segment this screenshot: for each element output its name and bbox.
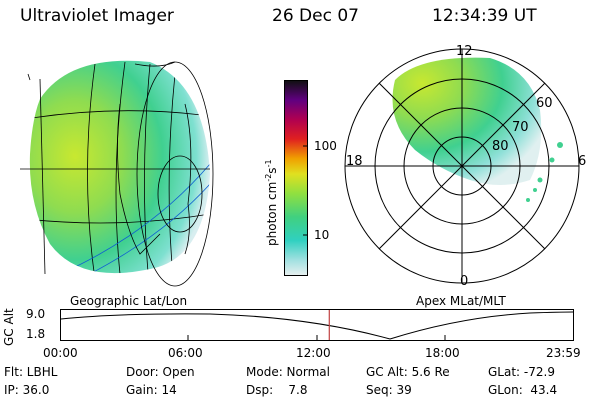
- colorbar-tick-100: 100: [314, 139, 337, 153]
- altitude-axis-title: GC Alt: [2, 308, 16, 346]
- x-tick-1200: 12:00: [296, 346, 331, 360]
- instrument-title: Ultraviolet Imager: [20, 6, 174, 26]
- x-tick-2359: 23:59: [546, 346, 581, 360]
- x-tick-1800: 18:00: [425, 346, 460, 360]
- apex-polar-plot: [344, 48, 580, 284]
- ip-info: IP: 36.0: [4, 383, 50, 397]
- x-tick-0000: 00:00: [43, 346, 78, 360]
- apex-panel-label: Apex MLat/MLT: [416, 294, 506, 308]
- door-info: Door: Open: [126, 365, 195, 379]
- gain-info: Gain: 14: [126, 383, 177, 397]
- polar-label-70: 70: [512, 120, 529, 135]
- altitude-y-max: 9.0: [26, 307, 46, 321]
- altitude-y-min: 1.8: [26, 327, 46, 341]
- polar-label-18: 18: [346, 154, 363, 169]
- polar-label-60: 60: [536, 96, 553, 111]
- sequence-info: Seq: 39: [366, 383, 412, 397]
- time-label: 12:34:39 UT: [432, 6, 537, 26]
- altitude-plot: [60, 309, 574, 341]
- gc-altitude-info: GC Alt: 5.6 Re: [366, 365, 450, 379]
- dsp-info: Dsp: 7.8: [246, 383, 308, 397]
- colorbar-unit-label: photon cm-2s-1: [264, 159, 279, 246]
- geographic-globe-image: [20, 60, 214, 287]
- polar-label-0: 0: [460, 274, 469, 289]
- colorbar-tick-10: 10: [314, 228, 330, 242]
- polar-label-80: 80: [492, 139, 509, 154]
- mode-info: Mode: Normal: [246, 365, 330, 379]
- date-label: 26 Dec 07: [272, 6, 359, 26]
- filter-info: Flt: LBHL: [4, 365, 58, 379]
- x-tick-0600: 06:00: [168, 346, 203, 360]
- geo-longitude-info: GLon: 43.4: [488, 383, 558, 397]
- geo-latitude-info: GLat: -72.9: [488, 365, 555, 379]
- geographic-panel-label: Geographic Lat/Lon: [70, 294, 188, 308]
- polar-label-6: 6: [578, 154, 587, 169]
- colorbar: [284, 80, 308, 276]
- polar-label-12: 12: [456, 44, 473, 59]
